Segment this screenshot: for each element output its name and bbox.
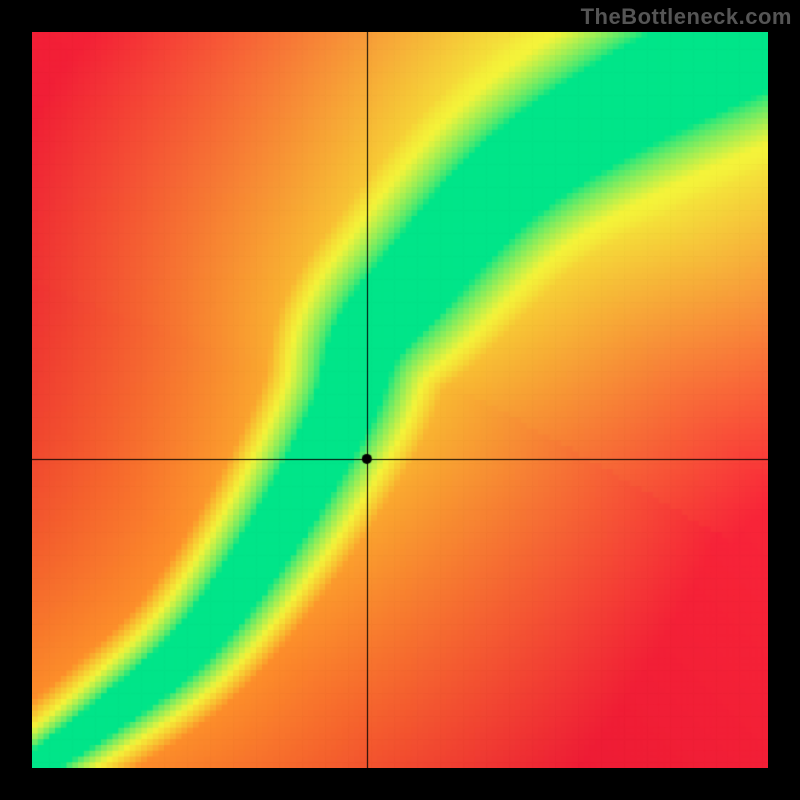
chart-container: { "watermark": { "text": "TheBottleneck.… [0, 0, 800, 800]
watermark-label: TheBottleneck.com [581, 4, 792, 30]
bottleneck-heatmap [32, 32, 768, 768]
